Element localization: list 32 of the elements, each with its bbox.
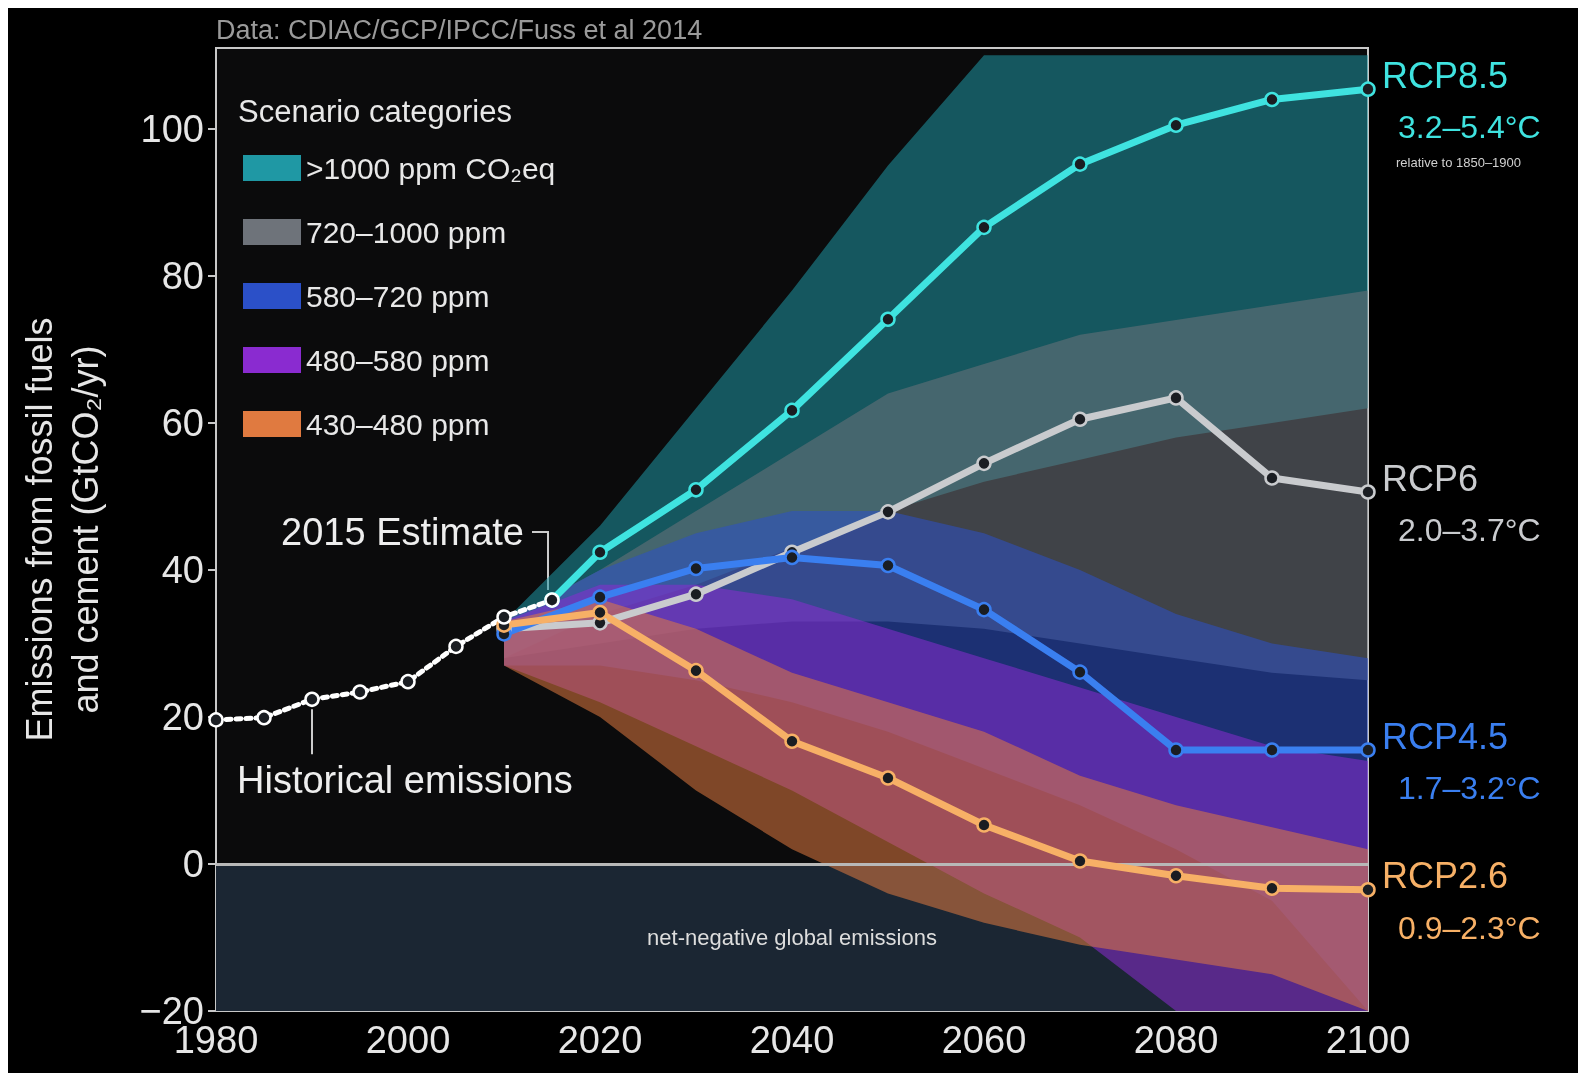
y-tick-label: 0 xyxy=(182,842,204,885)
text: Data: CDIAC/GCP/IPCC/Fuss et al 2014 xyxy=(216,14,703,45)
series-label: RCP6 xyxy=(1382,457,1479,499)
legend-title: Scenario categories xyxy=(238,94,512,129)
series-label: RCP4.5 xyxy=(1382,715,1509,757)
y-axis-title: Emissions from fossil fuels and cement (GtCO₂/yr) xyxy=(18,317,106,742)
x-tick-label: 2060 xyxy=(941,1019,1027,1061)
annotation: 1.7–3.2°C xyxy=(1398,770,1541,807)
series-label: RCP2.6 xyxy=(1382,855,1509,897)
x-tick-label: 2000 xyxy=(365,1019,451,1061)
y-tick-label: 60 xyxy=(161,401,204,444)
annotation: 2015 Estimate xyxy=(281,511,524,554)
x-tick-label: 2100 xyxy=(1325,1019,1411,1061)
text: relative to 1850–1900 xyxy=(1396,155,1522,170)
y-tick-label: 100 xyxy=(140,107,204,150)
legend-label: 720–1000 ppm xyxy=(306,215,507,249)
annotation: 3.2–5.4°C xyxy=(1398,109,1541,146)
annotation: 0.9–2.3°C xyxy=(1398,909,1541,946)
x-tick-label: 2020 xyxy=(557,1019,643,1061)
y-tick-label: 20 xyxy=(161,695,204,738)
legend-label: 580–720 ppm xyxy=(306,279,490,313)
legend-label: >1000 ppm CO₂eq xyxy=(306,151,556,185)
annotation: 2.0–3.7°C xyxy=(1398,512,1541,549)
y-tick-label: 40 xyxy=(161,548,204,591)
annotation: Historical emissions xyxy=(237,759,573,802)
x-tick-label: 2040 xyxy=(749,1019,835,1061)
band-label: net-negative global emissions xyxy=(647,924,937,950)
y-tick-label: 80 xyxy=(161,254,204,297)
x-tick-label: 2080 xyxy=(1133,1019,1219,1061)
legend-label: 480–580 ppm xyxy=(306,343,490,377)
series-label: RCP8.5 xyxy=(1382,54,1509,96)
legend-label: 430–480 ppm xyxy=(306,407,490,441)
